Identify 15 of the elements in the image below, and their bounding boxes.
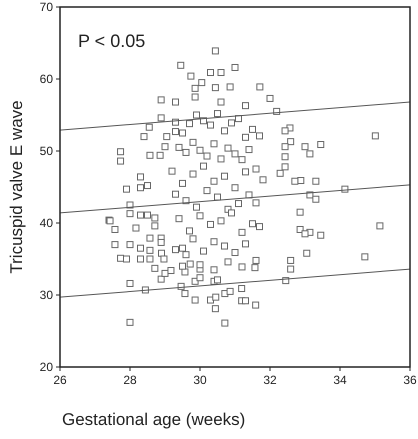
y-tick-label: 40 (40, 216, 54, 230)
x-tick-label: 30 (193, 373, 207, 387)
annotation: P < 0.05 (78, 31, 146, 51)
y-tick-label: 60 (40, 72, 54, 86)
x-tick-label: 32 (263, 373, 277, 387)
x-tick-label: 36 (403, 373, 417, 387)
y-tick-label: 50 (40, 144, 54, 158)
x-tick-label: 28 (123, 373, 137, 387)
y-tick-label: 20 (40, 360, 54, 374)
y-tick-label: 30 (40, 288, 54, 302)
x-axis-title: Gestational age (weeks) (62, 410, 246, 429)
x-tick-label: 26 (53, 373, 67, 387)
x-tick-label: 34 (333, 373, 347, 387)
y-tick-label: 70 (40, 0, 54, 14)
y-axis-title: Tricuspid valve E wave (7, 100, 26, 274)
